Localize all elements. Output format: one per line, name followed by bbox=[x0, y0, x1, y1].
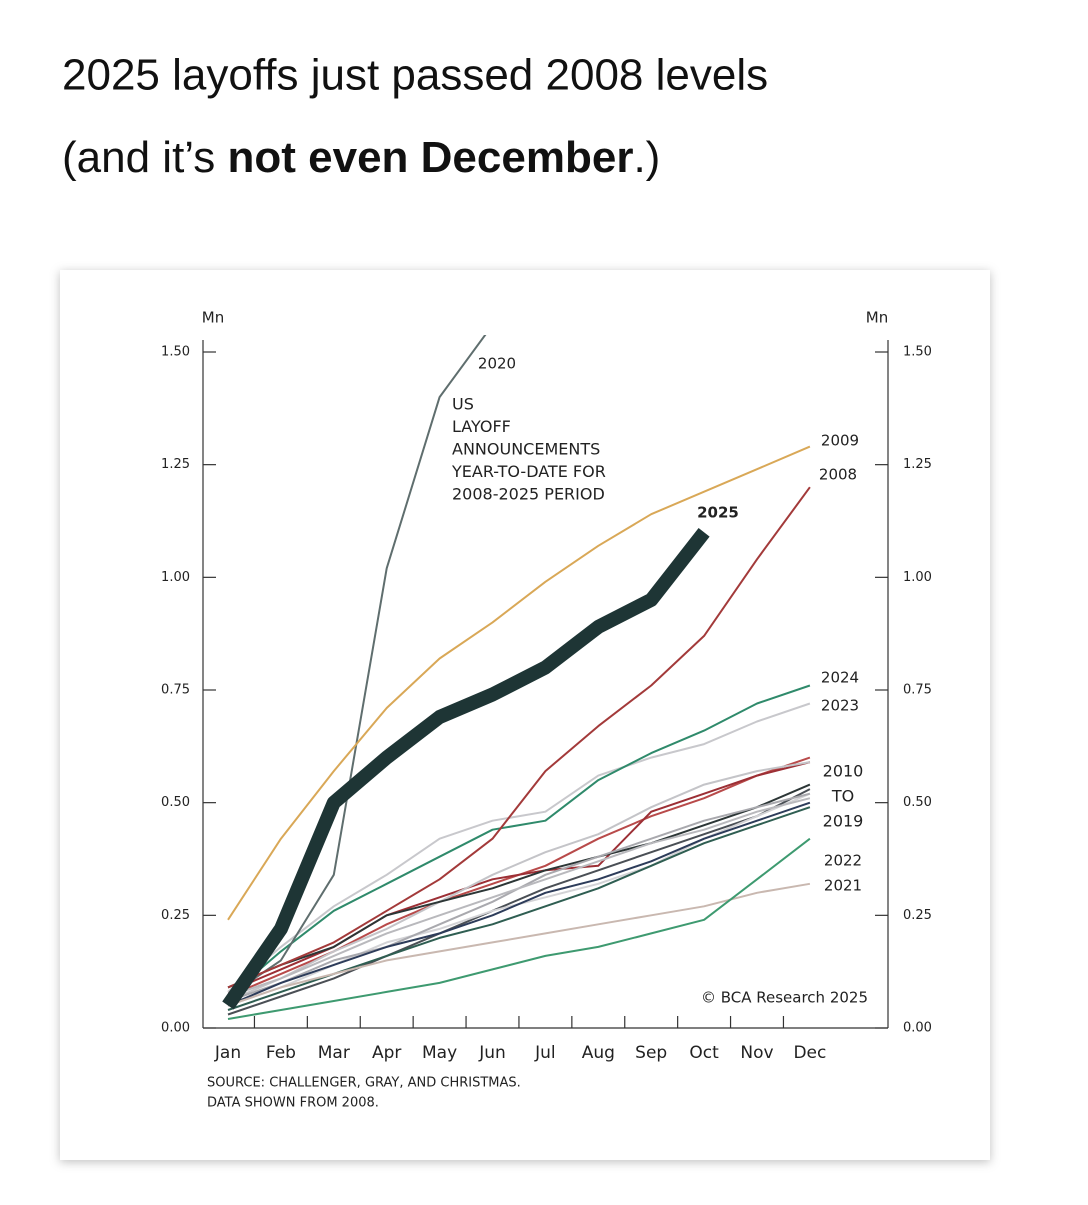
series-label: 2008 bbox=[819, 466, 857, 484]
series-line bbox=[227, 761, 811, 1002]
headline-part: .) bbox=[633, 133, 660, 182]
x-tick-label: Apr bbox=[372, 1043, 401, 1063]
x-tick-label: Oct bbox=[689, 1043, 719, 1063]
y-unit: Mn bbox=[202, 309, 224, 327]
series-label: 2024 bbox=[821, 669, 859, 687]
series-line bbox=[227, 882, 811, 1007]
y2-tick-label: 0.25 bbox=[903, 908, 932, 923]
credit: © BCA Research 2025 bbox=[701, 989, 868, 1007]
source: DATA SHOWN FROM 2008. bbox=[207, 1096, 379, 1111]
y-tick-label: 1.00 bbox=[161, 570, 190, 585]
y2-tick-label: 0.00 bbox=[903, 1021, 932, 1036]
group-label: 2019 bbox=[823, 812, 864, 831]
group-label: 2010 bbox=[823, 762, 864, 781]
series-line bbox=[227, 797, 811, 998]
series-label: 2020 bbox=[478, 355, 516, 373]
annotation: ANNOUNCEMENTS bbox=[452, 440, 600, 459]
series-label: 2022 bbox=[824, 852, 862, 870]
y-tick-label: 1.25 bbox=[161, 457, 190, 472]
series-line bbox=[227, 788, 811, 1016]
y2-tick-label: 1.00 bbox=[903, 570, 932, 585]
x-tick-label: Sep bbox=[635, 1043, 667, 1063]
annotation: 2008-2025 PERIOD bbox=[452, 485, 605, 504]
y2-tick-label: 0.50 bbox=[903, 795, 932, 810]
series-label: 2023 bbox=[821, 697, 859, 715]
y2-unit: Mn bbox=[866, 309, 888, 327]
series-line bbox=[227, 702, 811, 993]
lines bbox=[222, 335, 811, 1020]
source: SOURCE: CHALLENGER, GRAY, AND CHRISTMAS. bbox=[207, 1076, 521, 1091]
series-line bbox=[227, 783, 811, 989]
series-line bbox=[227, 837, 811, 1020]
series-line bbox=[227, 486, 811, 989]
series-label: 2021 bbox=[824, 877, 862, 895]
y-tick-label: 0.50 bbox=[161, 795, 190, 810]
x-tick-label: Jan bbox=[214, 1043, 241, 1063]
group-label: TO bbox=[831, 787, 854, 806]
series-label: 2025 bbox=[697, 504, 739, 522]
series-line bbox=[227, 684, 811, 998]
x-tick-label: Jul bbox=[534, 1043, 556, 1063]
chart-card bbox=[60, 270, 990, 1160]
headline-part: (and it’s bbox=[62, 133, 215, 182]
x-tick-label: Dec bbox=[793, 1043, 826, 1063]
series-line bbox=[227, 801, 811, 1007]
headline-bold: not even December bbox=[228, 133, 634, 182]
x-tick-label: Mar bbox=[318, 1043, 350, 1063]
x-tick-label: Nov bbox=[740, 1043, 773, 1063]
annotation: US bbox=[452, 395, 474, 414]
x-tick-label: May bbox=[422, 1043, 457, 1063]
x-tick-label: Jun bbox=[478, 1043, 506, 1063]
annotation: LAYOFF bbox=[452, 417, 511, 436]
y2-tick-label: 1.50 bbox=[903, 345, 932, 360]
chart: Mn Mn 0.00 0.25 0.50 0.75 1.00 1.25 1.50 0.00 0.25… bbox=[161, 309, 932, 1111]
annotation: YEAR-TO-DATE FOR bbox=[451, 462, 606, 481]
y-tick-label: 1.50 bbox=[161, 345, 190, 360]
series-line bbox=[227, 335, 487, 998]
y2-tick-label: 1.25 bbox=[903, 457, 932, 472]
y2-tick-label: 0.75 bbox=[903, 683, 932, 698]
series-line bbox=[227, 445, 811, 921]
headline: 2025 layoffs just passed 2008 levels bbox=[62, 51, 768, 100]
x-tick-label: Aug bbox=[582, 1043, 615, 1063]
headline: (and it’s not even December.) bbox=[62, 133, 660, 182]
series-label: 2009 bbox=[821, 432, 859, 450]
y-tick-label: 0.25 bbox=[161, 908, 190, 923]
y-tick-label: 0.75 bbox=[161, 683, 190, 698]
x-tick-label: Feb bbox=[266, 1043, 296, 1063]
series-line bbox=[222, 527, 710, 1010]
y-tick-label: 0.00 bbox=[161, 1021, 190, 1036]
